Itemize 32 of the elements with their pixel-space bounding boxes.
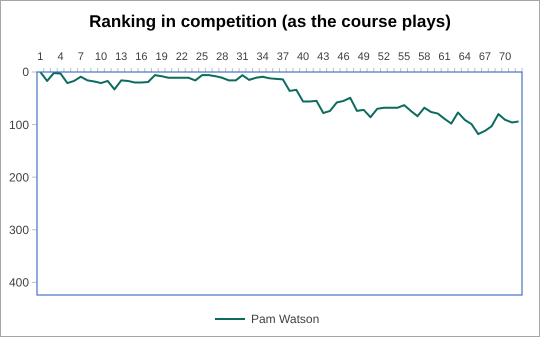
y-tick-label: 200 — [8, 170, 30, 184]
x-tick-label: 64 — [458, 51, 471, 63]
x-tick-label: 16 — [135, 51, 148, 63]
x-tick-label: 49 — [358, 51, 370, 63]
x-tick-label: 40 — [296, 51, 310, 63]
x-tick-label: 22 — [176, 51, 188, 63]
x-tick-label: 34 — [256, 51, 269, 63]
x-tick-label: 13 — [115, 51, 128, 63]
x-tick-label: 61 — [438, 51, 451, 63]
y-tick-label: 300 — [8, 222, 30, 237]
x-tick-label: 7 — [78, 51, 84, 63]
x-tick-label: 37 — [276, 51, 289, 63]
x-tick-label: 25 — [196, 51, 208, 63]
line-series — [39, 71, 520, 136]
y-tick-label: 0 — [22, 65, 30, 80]
x-tick-label: 58 — [418, 51, 430, 63]
x-tick-label: 43 — [317, 51, 330, 63]
x-tick-label: 1 — [37, 51, 44, 63]
x-tick-label: 4 — [58, 51, 64, 63]
x-tick-label: 31 — [236, 51, 249, 63]
x-tick-label: 19 — [155, 51, 168, 63]
x-tick-label: 67 — [478, 51, 492, 63]
legend-label: Pam Watson — [251, 312, 320, 326]
y-tick-label: 100 — [8, 118, 30, 132]
x-tick-label: 10 — [94, 51, 108, 63]
x-tick-label: 46 — [337, 51, 350, 63]
y-tick-label: 400 — [8, 276, 30, 290]
x-tick-label: 55 — [398, 51, 410, 63]
x-tick-label: 52 — [378, 51, 390, 63]
x-tick-label: 70 — [499, 51, 512, 63]
x-tick-label: 28 — [216, 51, 228, 63]
chart-title: Ranking in competition (as the course plays) — [89, 12, 451, 31]
